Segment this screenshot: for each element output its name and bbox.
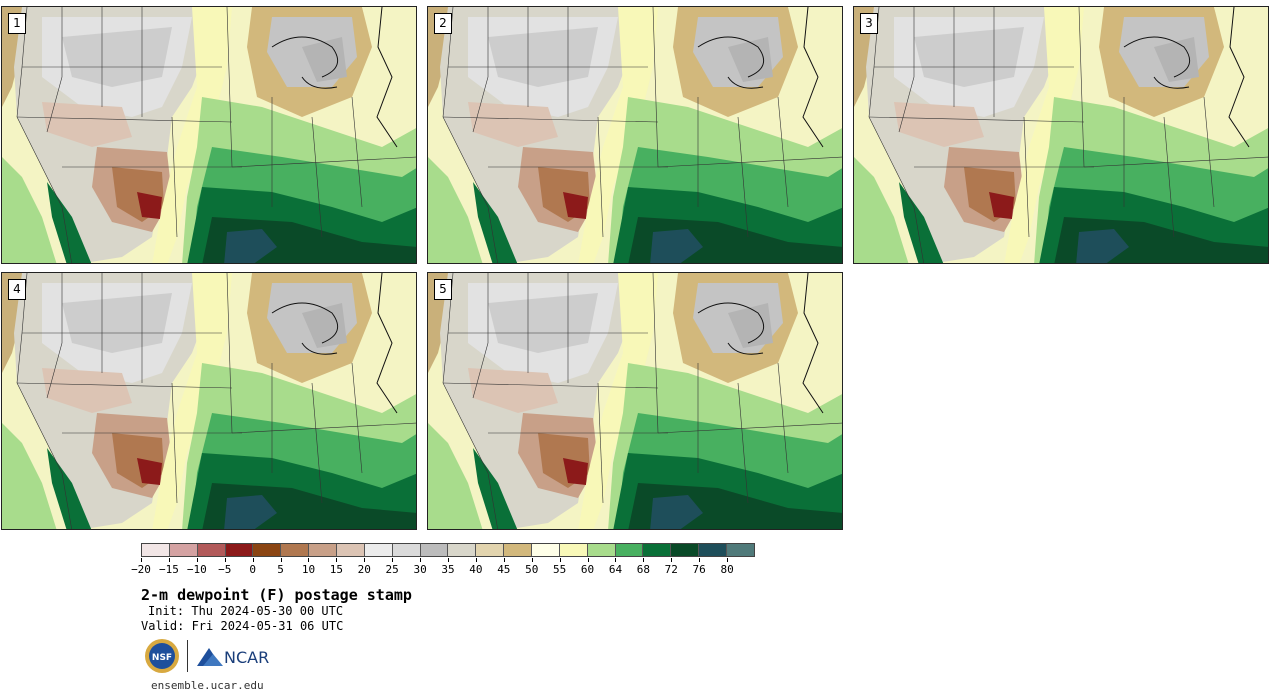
ncar-logo: NCAR xyxy=(197,648,269,667)
colorbar-ticks: −20 −15 −10 −5 0 5 10 15 20 25 30 35 40 45 50 55 60 64 68 7… xyxy=(131,558,755,578)
colorbar-tick-21 xyxy=(727,558,729,562)
colorbar-swatch-11 xyxy=(448,544,477,556)
colorbar-tick-17 xyxy=(615,558,617,562)
colorbar-swatch-16 xyxy=(587,544,616,556)
colorbar-swatch-17 xyxy=(615,544,644,556)
colorbar-tick-label-17: 64 xyxy=(608,563,623,576)
colorbar-swatch-12 xyxy=(476,544,505,556)
colorbar-swatch-8 xyxy=(364,544,393,556)
colorbar-swatch-18 xyxy=(643,544,672,556)
colorbar-swatch-20 xyxy=(699,544,728,556)
panel-label-4: 4 xyxy=(8,279,26,300)
site-url: ensemble.ucar.edu xyxy=(151,679,264,692)
colorbar-swatch-14 xyxy=(532,544,560,556)
colorbar-swatch-7 xyxy=(337,544,365,556)
colorbar-tick-16 xyxy=(587,558,589,562)
dewpoint-map-1 xyxy=(2,7,416,263)
colorbar-tick-12 xyxy=(475,558,477,562)
colorbar-swatch-10 xyxy=(420,544,449,556)
panel-label-3: 3 xyxy=(860,13,878,34)
colorbar-swatch-4 xyxy=(253,544,282,556)
colorbar-swatch-21 xyxy=(727,544,754,556)
colorbar-tick-0 xyxy=(141,558,142,562)
colorbar-tick-13 xyxy=(503,558,505,562)
chart-title: 2-m dewpoint (F) postage stamp xyxy=(141,586,412,604)
colorbar-tick-1 xyxy=(168,558,170,562)
colorbar-tick-label-3: −5 xyxy=(218,563,232,576)
panel-label-5: 5 xyxy=(434,279,452,300)
colorbar-tick-label-21: 80 xyxy=(720,563,734,576)
colorbar-swatch-19 xyxy=(671,544,700,556)
colorbar-tick-3 xyxy=(224,558,226,562)
colorbar-tick-label-4: 0 xyxy=(249,563,256,576)
colorbar-tick-label-18: 68 xyxy=(636,563,650,576)
colorbar-tick-label-0: −20 xyxy=(131,563,151,576)
colorbar-tick-label-7: 15 xyxy=(329,563,343,576)
colorbar-swatch-13 xyxy=(504,544,533,556)
colorbar-tick-7 xyxy=(336,558,338,562)
valid-time: Valid: Fri 2024-05-31 06 UTC xyxy=(141,619,344,633)
colorbar-tick-label-8: 20 xyxy=(357,563,371,576)
colorbar-tick-20 xyxy=(699,558,701,562)
colorbar-swatch-5 xyxy=(281,544,310,556)
colorbar-tick-label-20: 76 xyxy=(692,563,706,576)
ncar-logo-text: NCAR xyxy=(224,648,269,667)
colorbar-tick-label-10: 30 xyxy=(413,563,427,576)
panel-label-2: 2 xyxy=(434,13,452,34)
colorbar-tick-10 xyxy=(420,558,422,562)
colorbar-swatch-3 xyxy=(225,544,254,556)
dewpoint-map-2 xyxy=(428,7,842,263)
dewpoint-map-4 xyxy=(2,273,416,529)
map-panel-2[interactable]: 2 xyxy=(427,6,843,264)
colorbar-tick-label-19: 72 xyxy=(664,563,678,576)
panel-label-1: 1 xyxy=(8,13,26,34)
colorbar-tick-8 xyxy=(364,558,366,562)
colorbar-swatch-0 xyxy=(142,544,170,556)
dewpoint-colorbar xyxy=(141,543,755,557)
colorbar-tick-label-9: 25 xyxy=(385,563,399,576)
colorbar-tick-18 xyxy=(643,558,645,562)
colorbar-tick-5 xyxy=(280,558,282,562)
colorbar-tick-15 xyxy=(559,558,561,562)
colorbar-tick-4 xyxy=(252,558,254,562)
colorbar-tick-2 xyxy=(196,558,198,562)
nsf-logo: NSF xyxy=(145,639,179,673)
colorbar-tick-label-5: 5 xyxy=(277,563,284,576)
dewpoint-map-5 xyxy=(428,273,842,529)
colorbar-tick-label-11: 35 xyxy=(441,563,455,576)
colorbar-tick-6 xyxy=(308,558,310,562)
dewpoint-map-3 xyxy=(854,7,1268,263)
colorbar-tick-label-14: 50 xyxy=(525,563,539,576)
map-panel-5[interactable]: 5 xyxy=(427,272,843,530)
colorbar-swatch-1 xyxy=(169,544,198,556)
map-panel-3[interactable]: 3 xyxy=(853,6,1269,264)
logo-divider xyxy=(187,640,188,672)
colorbar-tick-19 xyxy=(671,558,673,562)
colorbar-swatch-2 xyxy=(197,544,226,556)
init-time: Init: Thu 2024-05-30 00 UTC xyxy=(148,604,344,618)
colorbar-tick-label-12: 40 xyxy=(469,563,483,576)
colorbar-tick-label-2: −10 xyxy=(186,563,207,576)
colorbar-tick-9 xyxy=(392,558,394,562)
colorbar-tick-label-16: 60 xyxy=(580,563,595,576)
colorbar-tick-label-13: 45 xyxy=(497,563,511,576)
colorbar-swatch-9 xyxy=(392,544,421,556)
map-panel-1[interactable]: 1 xyxy=(1,6,417,264)
colorbar-swatch-15 xyxy=(559,544,588,556)
colorbar-tick-11 xyxy=(448,558,449,562)
colorbar-swatch-6 xyxy=(309,544,338,556)
colorbar-tick-14 xyxy=(531,558,533,562)
colorbar-tick-label-6: 10 xyxy=(301,563,316,576)
map-panel-4[interactable]: 4 xyxy=(1,272,417,530)
colorbar-tick-label-1: −15 xyxy=(158,563,179,576)
logos: NSF NCAR xyxy=(144,638,274,674)
colorbar-tick-label-15: 55 xyxy=(553,563,567,576)
nsf-logo-text: NSF xyxy=(152,653,172,663)
